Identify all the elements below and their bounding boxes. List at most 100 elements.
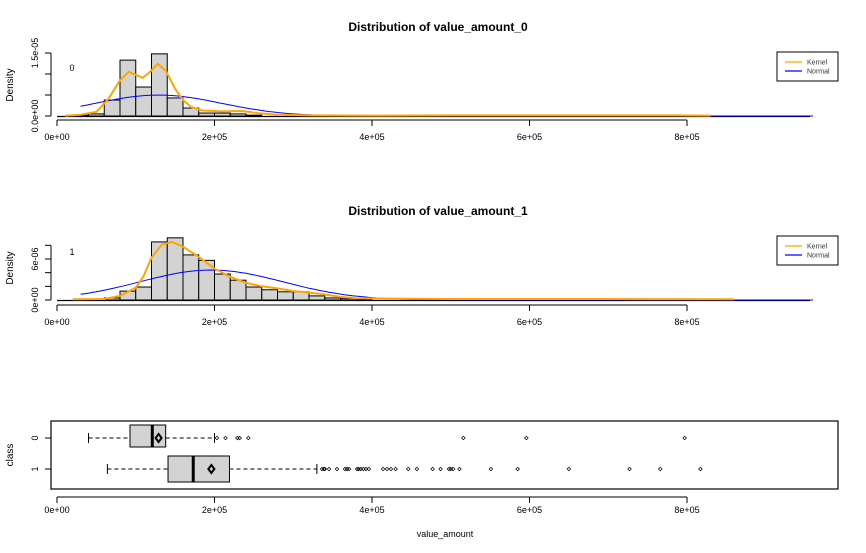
outlier-point (405, 466, 411, 472)
x-tick-label: 6e+05 (517, 505, 542, 515)
panel-class-label: 1 (69, 247, 74, 257)
histogram-bar (182, 254, 200, 301)
histogram-bar (151, 53, 168, 117)
outlier-point (326, 466, 332, 472)
x-tick-label: 8e+05 (674, 132, 699, 142)
x-tick-label: 6e+05 (517, 132, 542, 142)
outlier-point (246, 435, 251, 441)
histogram-bar (135, 286, 152, 301)
outlier-point (446, 466, 452, 472)
outlier-point (414, 466, 420, 472)
x-tick-label: 8e+05 (674, 317, 699, 327)
legend-label: Normal (807, 253, 830, 260)
legend-label: Kernel (807, 244, 828, 251)
legend: Kernel Normal (776, 51, 839, 82)
y-axis-label: Density (5, 68, 16, 101)
chart-title: Distribution of value_amount_1 (348, 204, 528, 218)
iqr-box (129, 424, 167, 448)
x-tick-label: 0e+00 (44, 317, 69, 327)
x-tick-label: 2e+05 (202, 132, 227, 142)
x-tick-label: 8e+05 (674, 505, 699, 515)
outlier-point (488, 466, 494, 472)
histogram-bar (198, 112, 215, 117)
x-tick-label: 2e+05 (202, 505, 227, 515)
iqr-box (167, 455, 230, 483)
kernel-density-curve (64, 62, 711, 117)
histogram-bar (324, 297, 341, 301)
outlier-point (354, 466, 360, 472)
y-tick-label: 0e+00 (30, 287, 40, 312)
x-tick-label: 0e+00 (44, 132, 69, 142)
outlier-point (346, 466, 352, 472)
histogram-bar (135, 86, 152, 117)
histogram-bar (261, 289, 278, 301)
y-axis-label: class (5, 444, 16, 467)
kernel-density-curve (72, 240, 735, 301)
x-tick-label: 4e+05 (359, 132, 384, 142)
histogram-bar (277, 291, 294, 301)
x-tick-label: 0e+00 (44, 505, 69, 515)
outlier-point (235, 435, 240, 441)
y-tick-label: 0 (30, 435, 40, 440)
mean-marker (154, 432, 163, 444)
outlier-point (334, 466, 340, 472)
outlier-point (393, 466, 398, 472)
y-tick-label: 1.5e-05 (30, 38, 40, 69)
histogram-bar (229, 279, 247, 301)
outlier-point (430, 466, 435, 472)
legend-label: Kernel (807, 60, 828, 67)
x-tick-label: 4e+05 (359, 317, 384, 327)
histogram-bar (245, 114, 263, 117)
outlier-point (450, 466, 456, 472)
x-tick-label: 6e+05 (517, 317, 542, 327)
histogram-bar (214, 112, 231, 117)
y-tick-label: 6e-06 (30, 247, 40, 270)
outlier-point (214, 435, 220, 441)
y-axis-label: Density (5, 251, 16, 284)
mean-marker (207, 463, 216, 475)
histogram-bar (214, 273, 231, 301)
outlier-point (461, 435, 466, 441)
outlier-point (657, 466, 663, 472)
histogram-bar (166, 237, 184, 301)
histogram-bar (119, 59, 137, 117)
histogram-bar (103, 99, 121, 117)
outlier-point (566, 466, 572, 472)
outlier-point (524, 435, 529, 441)
x-tick-label: 2e+05 (202, 317, 227, 327)
boxplot-group-1 (106, 455, 703, 483)
outlier-point (627, 466, 632, 472)
histogram-bar (245, 286, 263, 301)
histogram-bar (151, 241, 168, 301)
x-tick-label: 4e+05 (359, 505, 384, 515)
chart-title: Distribution of value_amount_0 (348, 20, 528, 34)
x-axis-label: value_amount (417, 529, 474, 539)
plot-frame (50, 420, 839, 490)
outlier-point (388, 466, 394, 472)
outlier-point (682, 435, 687, 441)
outlier-point (380, 466, 386, 472)
histogram-bar (308, 295, 326, 301)
outlier-point (366, 466, 372, 472)
y-tick-label: 0.0e+00 (30, 100, 40, 133)
legend-box (776, 51, 839, 82)
histogram-bar (166, 97, 184, 117)
panel-class-label: 0 (69, 63, 74, 73)
legend-box (776, 235, 839, 266)
outlier-point (384, 466, 390, 472)
legend-label: Normal (807, 69, 830, 76)
boxplot-group-0 (88, 424, 687, 448)
outlier-point (438, 466, 443, 472)
outlier-point (698, 466, 703, 472)
legend: Kernel Normal (776, 235, 839, 266)
outlier-point (322, 466, 328, 472)
histogram-bar (229, 113, 247, 117)
histogram-panel-0: Distribution of value_amount_0 Density 0 0e… (5, 20, 839, 142)
boxplot-panel: 0 1 0e+00 2e+05 4e+05 6e+05 8e+05 value_amount c… (5, 420, 839, 539)
outlier-point (237, 435, 242, 441)
histogram-panel-1: Distribution of value_amount_1 Density 1 0e… (5, 204, 839, 327)
y-tick-label: 1 (30, 466, 40, 471)
outlier-point (515, 466, 520, 472)
outlier-point (457, 466, 462, 472)
